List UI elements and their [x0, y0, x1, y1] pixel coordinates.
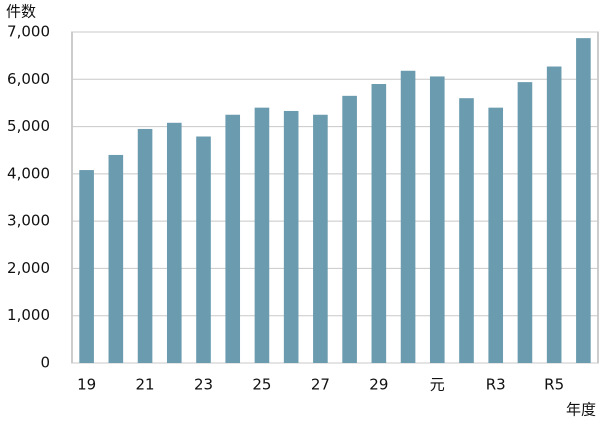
bar: [400, 70, 416, 363]
y-tick-label: 4,000: [7, 164, 50, 182]
bar: [546, 66, 562, 364]
x-tick-label: 25: [252, 376, 271, 394]
bar: [108, 154, 124, 363]
bar: [576, 38, 591, 363]
y-tick-label: 5,000: [7, 117, 50, 135]
bar: [137, 128, 153, 363]
y-tick-label: 0: [40, 354, 50, 372]
bar: [517, 82, 533, 363]
bar: [459, 98, 474, 363]
x-axis-label: 年度: [566, 401, 596, 419]
bar: [254, 107, 270, 364]
x-tick-label: 23: [194, 376, 213, 394]
bar: [429, 76, 445, 363]
bar: [166, 122, 182, 363]
y-tick-label: 6,000: [7, 70, 50, 88]
bar: [196, 136, 211, 363]
bar: [488, 107, 504, 364]
y-tick-label: 7,000: [7, 23, 50, 41]
y-tick-label: 1,000: [7, 306, 50, 324]
bar: [225, 114, 241, 363]
bar: [283, 110, 299, 364]
bar: [79, 170, 94, 363]
x-tick-label: 29: [369, 376, 388, 394]
bar: [313, 114, 328, 363]
x-tick-label: 元: [430, 376, 445, 394]
x-tick-label: R3: [486, 376, 506, 394]
y-axis-label: 件数: [6, 3, 36, 21]
x-tick-label: 21: [136, 376, 155, 394]
y-tick-label: 3,000: [7, 212, 50, 230]
bar: [342, 95, 357, 363]
x-tick-label: 27: [311, 376, 330, 394]
y-tick-label: 2,000: [7, 259, 50, 277]
bar: [371, 84, 387, 363]
x-tick-label: R5: [544, 376, 564, 394]
x-tick-label: 19: [77, 376, 96, 394]
